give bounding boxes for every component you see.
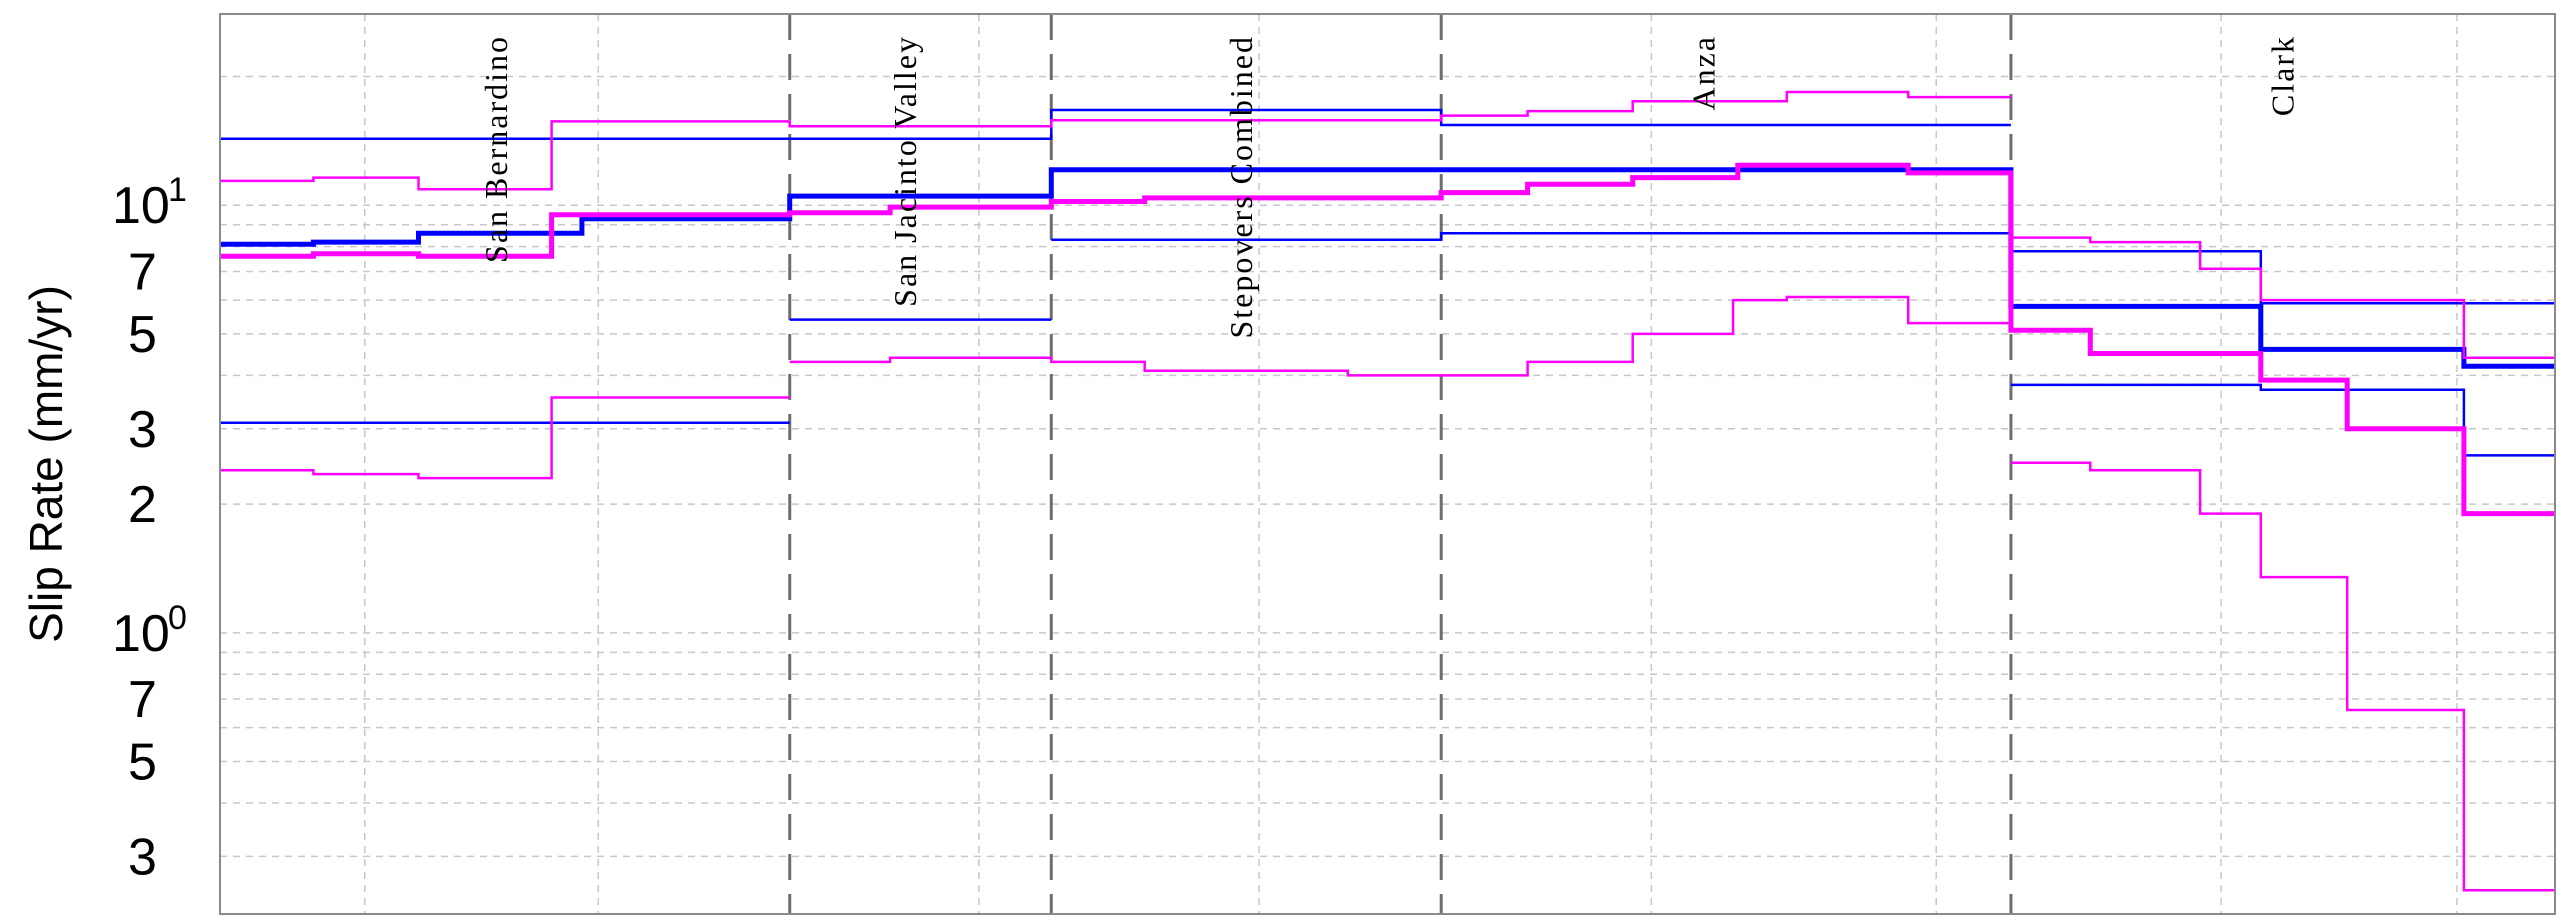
y-tick-label: 2: [128, 476, 157, 534]
plot-frame: [219, 13, 2556, 915]
series-line: [220, 108, 2011, 141]
series-line: [2010, 250, 2555, 305]
y-tick-label: 10: [112, 177, 170, 235]
y-tick-label: 5: [128, 306, 157, 364]
y-tick-label: 10: [112, 605, 170, 663]
series-line: [2010, 383, 2555, 457]
grid-layer: [220, 14, 2555, 914]
y-tick-label: 5: [128, 734, 157, 792]
series-line: [220, 167, 2555, 369]
section-label: San Bernardino: [478, 35, 514, 263]
y-tick-exponent: 0: [168, 599, 187, 637]
section-label: San Jacinto Valley: [887, 35, 923, 307]
series-line: [1051, 231, 2011, 242]
series-line: [2010, 236, 2555, 359]
section-boundaries: [788, 14, 2013, 914]
section-label: Anza: [1685, 35, 1721, 111]
section-labels: San Bernardino San Jacinto Valley Stepover…: [478, 35, 2300, 339]
y-tick-label: 3: [128, 828, 157, 886]
y-axis-label: Slip Rate (mm/yr): [20, 285, 72, 643]
section-label: Stepovers Combined: [1223, 35, 1259, 339]
series-line: [789, 295, 2011, 377]
series-line: [2010, 461, 2555, 892]
section-label: Clark: [2265, 35, 2301, 116]
series-line: [220, 90, 2011, 191]
series-layer: [220, 90, 2555, 892]
y-tick-label: 7: [128, 243, 157, 301]
y-tick-label: 3: [128, 401, 157, 459]
series-line: [220, 396, 790, 480]
series-line: [220, 162, 2555, 517]
y-tick-exponent: 1: [168, 171, 187, 209]
y-tick-label: 7: [128, 671, 157, 729]
